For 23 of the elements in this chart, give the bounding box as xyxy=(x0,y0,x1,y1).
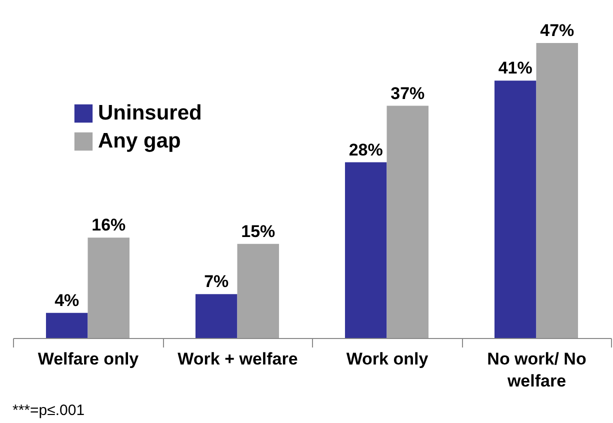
bar xyxy=(46,312,88,338)
data-label: 47% xyxy=(540,21,574,40)
text: ***=p≤.001 xyxy=(12,402,85,419)
data-label: 4% xyxy=(54,290,80,310)
bar xyxy=(88,238,130,338)
bar xyxy=(237,244,280,338)
x-tick-label: Work + welfare xyxy=(178,350,298,368)
legend-label: Any gap xyxy=(98,130,181,152)
data-label: 41% xyxy=(498,58,532,78)
bar xyxy=(494,80,536,338)
data-label: 28% xyxy=(348,140,383,160)
x-tick-label: No work/ No welfare xyxy=(487,350,586,390)
bar xyxy=(195,294,238,338)
data-label: 7% xyxy=(204,272,229,292)
x-tick-label: Welfare only xyxy=(38,350,140,368)
data-label: 15% xyxy=(241,222,276,241)
legend-label: Uninsured xyxy=(98,102,202,124)
bar xyxy=(386,106,429,338)
bar xyxy=(536,43,578,338)
bar xyxy=(344,162,387,338)
data-label: 16% xyxy=(92,216,126,235)
data-label: 37% xyxy=(390,84,425,103)
x-tick-label: Work only xyxy=(346,350,429,368)
